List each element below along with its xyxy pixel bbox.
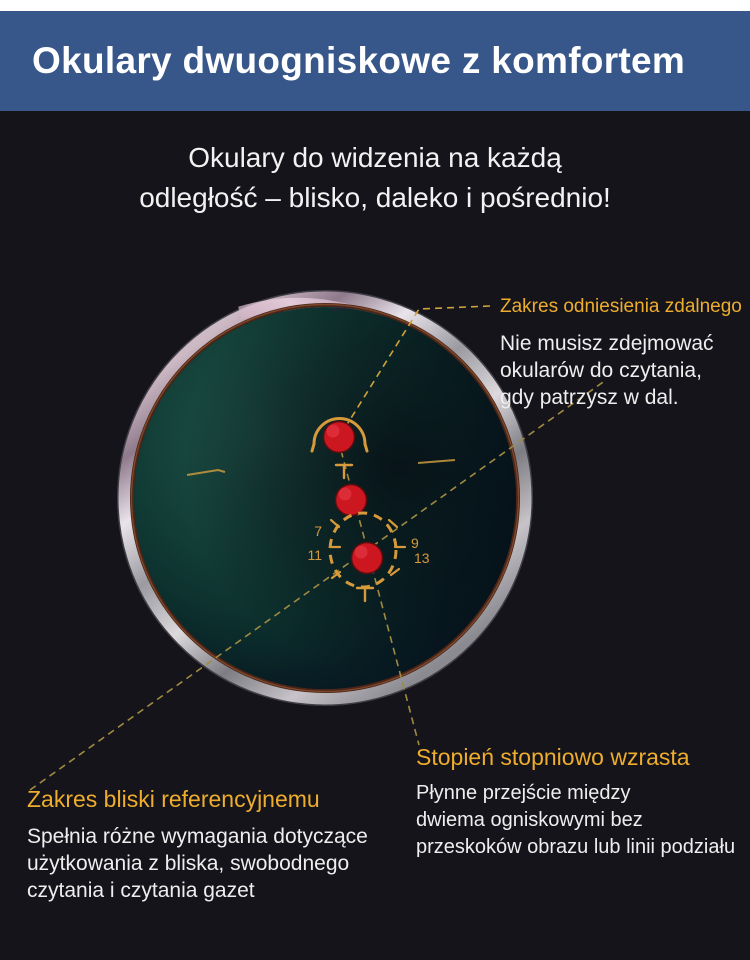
svg-text:9: 9 xyxy=(411,535,419,551)
svg-text:13: 13 xyxy=(414,550,430,566)
svg-text:11: 11 xyxy=(307,547,322,563)
svg-text:7: 7 xyxy=(314,523,322,539)
